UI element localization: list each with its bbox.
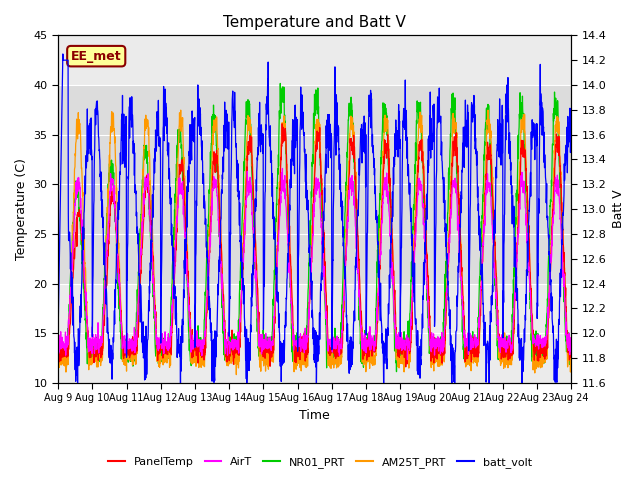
- Y-axis label: Temperature (C): Temperature (C): [15, 158, 28, 260]
- Text: EE_met: EE_met: [71, 49, 122, 63]
- X-axis label: Time: Time: [300, 409, 330, 422]
- Legend: PanelTemp, AirT, NR01_PRT, AM25T_PRT, batt_volt: PanelTemp, AirT, NR01_PRT, AM25T_PRT, ba…: [104, 452, 536, 472]
- Title: Temperature and Batt V: Temperature and Batt V: [223, 15, 406, 30]
- Bar: [58, 85, 571, 284]
- Y-axis label: Batt V: Batt V: [612, 190, 625, 228]
